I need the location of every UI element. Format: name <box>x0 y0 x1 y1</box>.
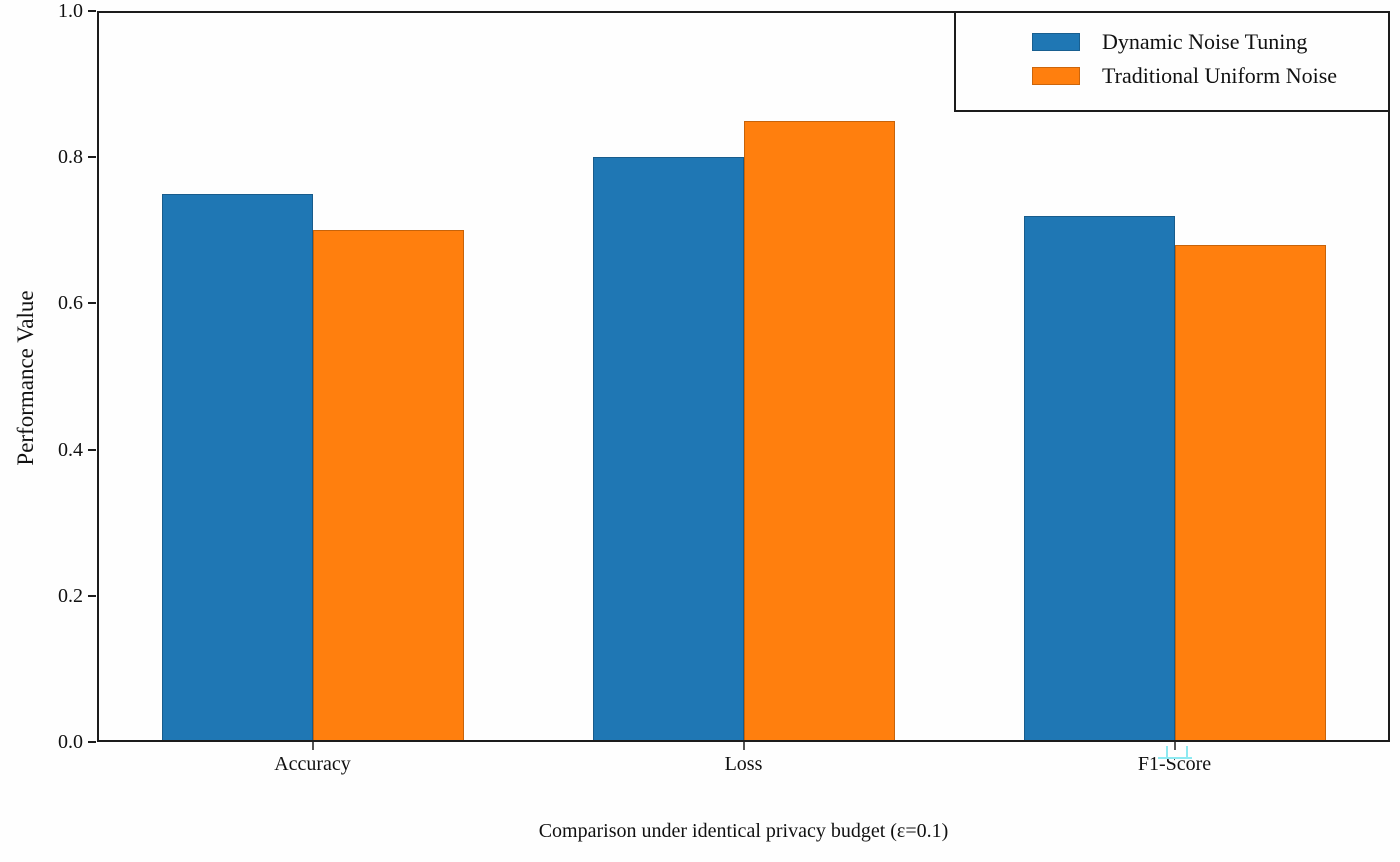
legend-label: Dynamic Noise Tuning <box>1102 29 1308 54</box>
x-tick-mark <box>311 742 314 750</box>
bar-dynamic-noise-tuning-loss <box>592 157 744 742</box>
y-tick-label: 0.0 <box>58 731 83 753</box>
legend-item-traditional-uniform-noise: Traditional Uniform Noise <box>956 59 1388 93</box>
x-axis-label: Comparison under identical privacy budge… <box>538 820 949 842</box>
y-tick-mark <box>88 302 96 305</box>
plot-frame <box>97 11 1390 742</box>
x-tick-mark <box>742 742 745 750</box>
bar-dynamic-noise-tuning-accuracy <box>161 194 313 742</box>
y-tick-label: 0.4 <box>58 438 83 461</box>
y-tick-mark <box>88 10 96 12</box>
legend-item-dynamic-noise-tuning: Dynamic Noise Tuning <box>956 25 1388 59</box>
y-tick-mark <box>88 594 96 597</box>
cursor-artifact <box>1186 746 1188 758</box>
legend-swatch-blue <box>1032 33 1080 51</box>
legend-swatch-orange <box>1032 67 1080 85</box>
cursor-artifact <box>1158 757 1192 759</box>
y-tick-label: 0.2 <box>58 584 83 607</box>
y-tick-mark <box>88 448 96 451</box>
bar-traditional-uniform-noise-accuracy <box>312 230 464 742</box>
cursor-artifact <box>1166 746 1168 758</box>
y-tick-label: 1.0 <box>58 0 83 22</box>
bar-traditional-uniform-noise-loss <box>743 121 895 742</box>
x-tick-label: F1-Score <box>1137 753 1212 775</box>
y-axis-label: Performance Value <box>13 290 38 466</box>
x-tick-label: Loss <box>724 753 763 775</box>
x-tick-label: Accuracy <box>274 753 351 775</box>
y-tick-mark <box>88 741 96 743</box>
legend-label: Traditional Uniform Noise <box>1102 63 1338 88</box>
y-tick-label: 0.8 <box>58 146 83 169</box>
y-tick-label: 0.6 <box>58 292 83 315</box>
bar-dynamic-noise-tuning-f1-score <box>1023 216 1175 742</box>
bar-traditional-uniform-noise-f1-score <box>1174 245 1326 742</box>
legend: Dynamic Noise Tuning Traditional Uniform… <box>954 11 1390 112</box>
y-tick-mark <box>88 156 96 159</box>
x-tick-mark <box>1173 742 1176 750</box>
